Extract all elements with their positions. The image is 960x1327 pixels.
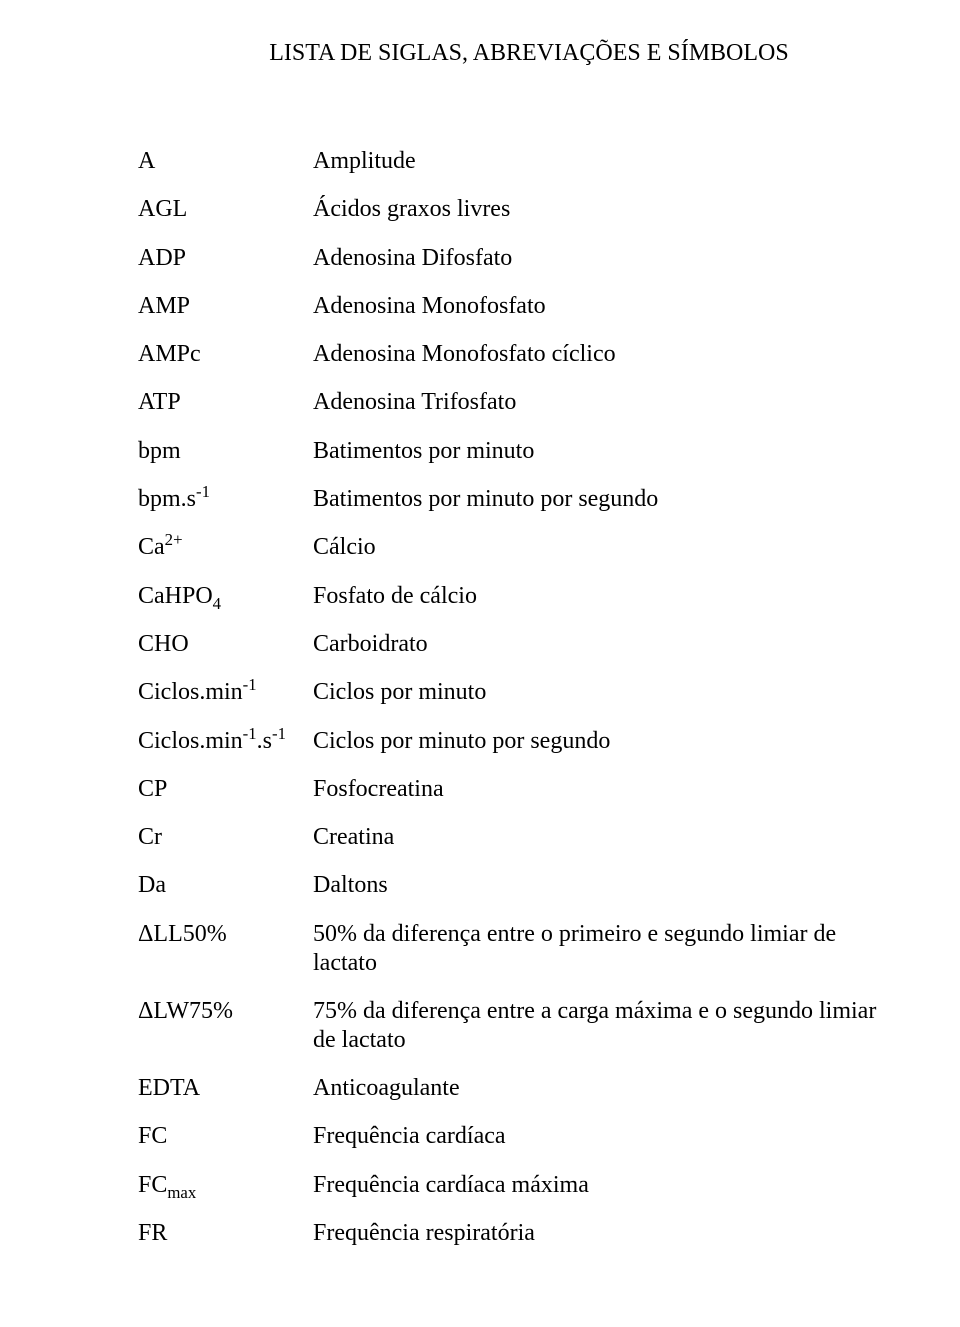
abbreviation-definition: Adenosina Monofosfato xyxy=(313,292,880,321)
abbreviation-row: CPFosfocreatina xyxy=(138,775,880,804)
abbreviation-term: Cr xyxy=(138,823,313,852)
abbreviation-row: AMPcAdenosina Monofosfato cíclico xyxy=(138,340,880,369)
abbreviation-definition: Cálcio xyxy=(313,533,880,562)
abbreviation-row: bpmBatimentos por minuto xyxy=(138,437,880,466)
abbreviation-definition: Daltons xyxy=(313,871,880,900)
abbreviation-definition: Frequência cardíaca máxima xyxy=(313,1171,880,1200)
page-title: LISTA DE SIGLAS, ABREVIAÇÕES E SÍMBOLOS xyxy=(138,40,880,67)
abbreviation-term: FCmax xyxy=(138,1171,313,1200)
abbreviation-row: Ciclos.min-1.s-1Ciclos por minuto por se… xyxy=(138,727,880,756)
abbreviation-term: EDTA xyxy=(138,1074,313,1103)
abbreviation-definition: Fosfato de cálcio xyxy=(313,582,880,611)
abbreviation-row: CrCreatina xyxy=(138,823,880,852)
abbreviation-row: FRFrequência respiratória xyxy=(138,1219,880,1248)
abbreviation-definition: Adenosina Trifosfato xyxy=(313,388,880,417)
abbreviation-term: ΔLW75% xyxy=(138,997,313,1026)
abbreviation-definition: Ciclos por minuto xyxy=(313,678,880,707)
abbreviation-term: Da xyxy=(138,871,313,900)
abbreviation-definition: Carboidrato xyxy=(313,630,880,659)
abbreviation-term: FR xyxy=(138,1219,313,1248)
abbreviation-term: ATP xyxy=(138,388,313,417)
abbreviation-term: Ciclos.min-1 xyxy=(138,678,313,707)
abbreviation-row: Ciclos.min-1Ciclos por minuto xyxy=(138,678,880,707)
abbreviation-definition: Fosfocreatina xyxy=(313,775,880,804)
abbreviation-row: AMPAdenosina Monofosfato xyxy=(138,292,880,321)
abbreviation-row: DaDaltons xyxy=(138,871,880,900)
abbreviation-definition: Amplitude xyxy=(313,147,880,176)
abbreviation-term: AGL xyxy=(138,195,313,224)
abbreviation-definition: Frequência respiratória xyxy=(313,1219,880,1248)
abbreviation-list: AAmplitudeAGLÁcidos graxos livresADPAden… xyxy=(138,147,880,1248)
abbreviation-term: A xyxy=(138,147,313,176)
abbreviation-definition: Creatina xyxy=(313,823,880,852)
abbreviation-definition: Adenosina Monofosfato cíclico xyxy=(313,340,880,369)
abbreviation-row: Ca2+Cálcio xyxy=(138,533,880,562)
abbreviation-term: Ca2+ xyxy=(138,533,313,562)
abbreviation-row: ΔLL50%50% da diferença entre o primeiro … xyxy=(138,920,880,978)
abbreviation-row: ΔLW75%75% da diferença entre a carga máx… xyxy=(138,997,880,1055)
abbreviation-term: ΔLL50% xyxy=(138,920,313,949)
abbreviation-term: Ciclos.min-1.s-1 xyxy=(138,727,313,756)
abbreviation-definition: Batimentos por minuto xyxy=(313,437,880,466)
abbreviation-term: bpm xyxy=(138,437,313,466)
abbreviation-definition: Anticoagulante xyxy=(313,1074,880,1103)
document-page: LISTA DE SIGLAS, ABREVIAÇÕES E SÍMBOLOS … xyxy=(0,0,960,1327)
abbreviation-term: AMPc xyxy=(138,340,313,369)
abbreviation-definition: 50% da diferença entre o primeiro e segu… xyxy=(313,920,880,978)
abbreviation-row: ATPAdenosina Trifosfato xyxy=(138,388,880,417)
abbreviation-definition: Ciclos por minuto por segundo xyxy=(313,727,880,756)
abbreviation-row: FCmaxFrequência cardíaca máxima xyxy=(138,1171,880,1200)
abbreviation-term: AMP xyxy=(138,292,313,321)
abbreviation-term: CP xyxy=(138,775,313,804)
abbreviation-term: CaHPO4 xyxy=(138,582,313,611)
abbreviation-definition: Adenosina Difosfato xyxy=(313,244,880,273)
abbreviation-row: AAmplitude xyxy=(138,147,880,176)
abbreviation-row: ADPAdenosina Difosfato xyxy=(138,244,880,273)
abbreviation-row: EDTAAnticoagulante xyxy=(138,1074,880,1103)
abbreviation-row: bpm.s-1Batimentos por minuto por segundo xyxy=(138,485,880,514)
abbreviation-term: ADP xyxy=(138,244,313,273)
abbreviation-row: AGLÁcidos graxos livres xyxy=(138,195,880,224)
abbreviation-definition: Ácidos graxos livres xyxy=(313,195,880,224)
abbreviation-row: CHOCarboidrato xyxy=(138,630,880,659)
abbreviation-term: CHO xyxy=(138,630,313,659)
abbreviation-definition: Batimentos por minuto por segundo xyxy=(313,485,880,514)
abbreviation-definition: 75% da diferença entre a carga máxima e … xyxy=(313,997,880,1055)
abbreviation-term: bpm.s-1 xyxy=(138,485,313,514)
abbreviation-row: CaHPO4Fosfato de cálcio xyxy=(138,582,880,611)
